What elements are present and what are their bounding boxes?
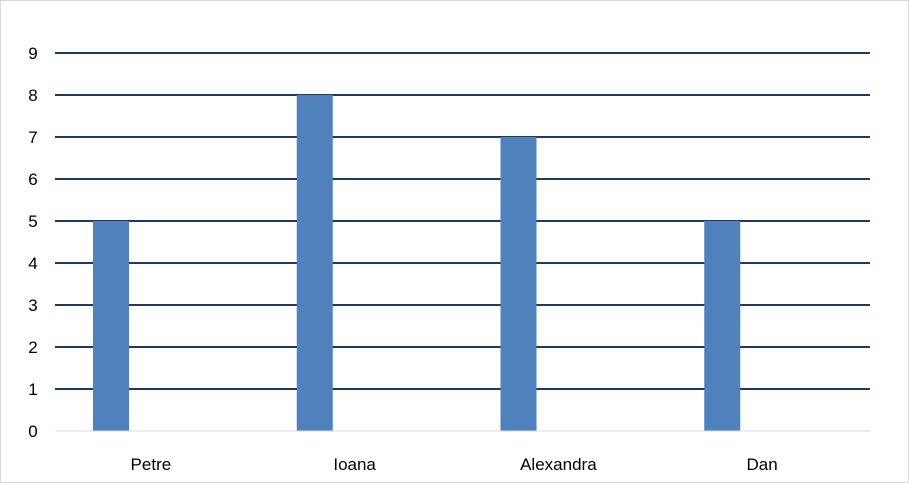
bar-dan (704, 221, 741, 431)
x-category-label-ioana: Ioana (333, 455, 376, 474)
y-tick-label-2: 2 (28, 338, 37, 357)
bar-alexandra (500, 137, 537, 431)
y-tick-label-4: 4 (28, 254, 37, 273)
y-tick-label-1: 1 (28, 380, 37, 399)
bar-petre (93, 221, 129, 431)
bars (93, 95, 741, 431)
y-tick-label-8: 8 (28, 86, 37, 105)
y-axis-ticks: 0 1 2 3 4 5 6 7 8 9 (28, 44, 37, 441)
x-category-label-petre: Petre (131, 455, 172, 474)
y-tick-label-7: 7 (28, 128, 37, 147)
gridlines (55, 52, 870, 390)
y-tick-label-6: 6 (28, 170, 37, 189)
y-tick-label-9: 9 (28, 44, 37, 63)
x-axis-categories: Petre Ioana Alexandra Dan (131, 455, 778, 474)
y-tick-label-3: 3 (28, 296, 37, 315)
x-category-label-alexandra: Alexandra (520, 455, 597, 474)
bar-ioana (296, 95, 333, 431)
x-category-label-dan: Dan (747, 455, 778, 474)
y-tick-label-5: 5 (28, 212, 37, 231)
y-tick-label-0: 0 (28, 422, 37, 441)
